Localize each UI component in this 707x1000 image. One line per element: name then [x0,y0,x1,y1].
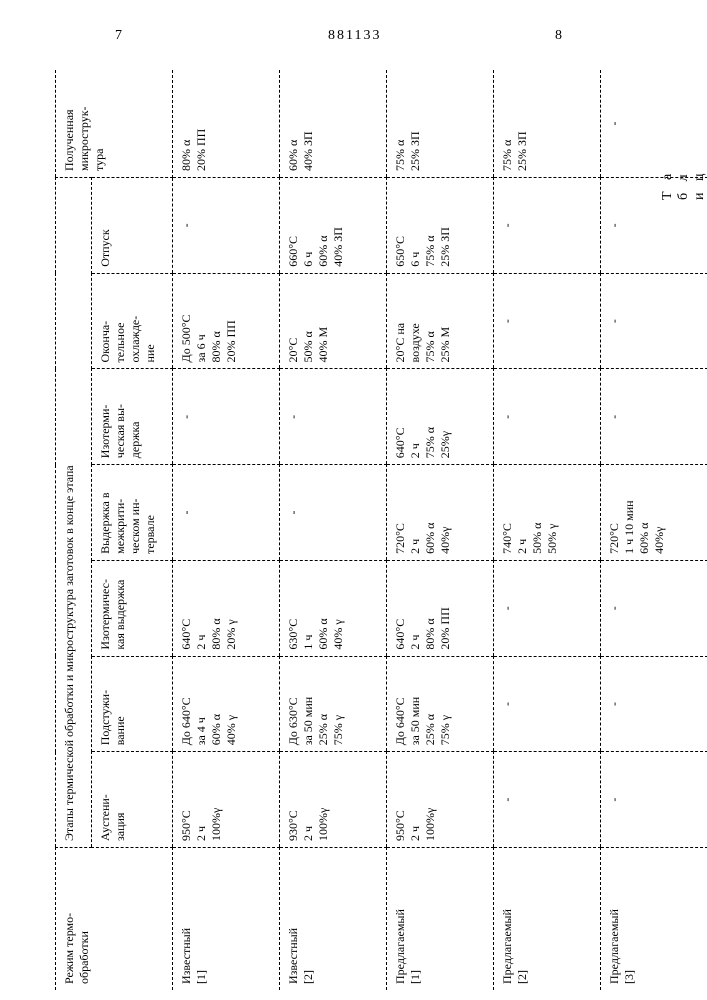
cell: - [601,273,707,369]
cell: - [173,465,280,561]
cell: 720°С1 ч 10 мин60% α40%γ [601,465,707,561]
cell: 75% α25% ЗП [387,70,494,178]
col-header-cool1: Подстужи-вание [92,656,173,752]
cell: 60% α40% ЗП [280,70,387,178]
cell: 640°С2 ч80% α20% ПП [387,560,494,656]
page-number-left: 7 [115,28,122,44]
cell: До 630°Сза 50 мин25% α75% γ [280,656,387,752]
cell: - [280,369,387,465]
cell: - [280,465,387,561]
cell: 80% α20% ПП [173,70,280,178]
table-row: Предлагаемый[1] 950°С2 ч100%γ До 640°Сза… [387,70,494,990]
table-row: Известный[2] 930°С2 ч100%γ До 630°Сза 50… [280,70,387,990]
cell: - [494,560,601,656]
table-row: Известный[1] 950°С2 ч100%γ До 640°Сза 4 … [173,70,280,990]
cell: До 500°Сза 6 ч80% α20% ПП [173,273,280,369]
col-header-mode: Режим термо-обработки [56,848,173,991]
cell: - [601,70,707,178]
col-header-austen: Аустени-зация [92,752,173,848]
cell: 640°С2 ч80% α20% γ [173,560,280,656]
cell-label: Предлагаемый[1] [387,848,494,991]
table-row: Предлагаемый[2] - - - 740°С2 ч50% α50% γ… [494,70,601,990]
cell: 650°С6 ч75% α25% ЗП [387,178,494,274]
cell: - [601,178,707,274]
cell: 930°С2 ч100%γ [280,752,387,848]
cell: 20°С50% α40% М [280,273,387,369]
cell-label: Известный[1] [173,848,280,991]
cell: - [601,656,707,752]
col-header-iso2: Изотерми-ческая вы-держка [92,369,173,465]
cell: 630°С1 ч60% α40% γ [280,560,387,656]
table-body: Известный[1] 950°С2 ч100%γ До 640°Сза 4 … [173,70,707,990]
cell-label: Предлагаемый[3] [601,848,707,991]
cell: - [494,273,601,369]
document-number: 881133 [328,28,381,44]
cell: До 640°Сза 4 ч60% α40% γ [173,656,280,752]
col-header-result: Полученнаямикрострук-тура [56,70,173,178]
col-header-group: Этапы термической обработки и микрострук… [56,178,92,848]
cell: До 640°Сза 50 мин25% α75% γ [387,656,494,752]
cell: - [601,752,707,848]
cell: - [173,369,280,465]
page-number-right: 8 [555,28,562,44]
table-wrapper: Режим термо-обработки Этапы термической … [55,70,707,990]
cell: 640°С2 ч75% α25%γ [387,369,494,465]
cell-label: Предлагаемый[2] [494,848,601,991]
col-header-temper: Отпуск [92,178,173,274]
col-header-iso1: Изотермичес-кая выдержка [92,560,173,656]
cell: - [601,369,707,465]
cell: - [173,178,280,274]
cell-label: Известный[2] [280,848,387,991]
cell: 75% α25% ЗП [494,70,601,178]
cell: - [494,656,601,752]
col-header-final: Оконча-тельноеохлажде-ние [92,273,173,369]
cell: 20°С навоздухе75% α25% М [387,273,494,369]
table-row: Предлагаемый[3] - - - 720°С1 ч 10 мин60%… [601,70,707,990]
cell: - [601,560,707,656]
data-table: Режим термо-обработки Этапы термической … [55,70,707,990]
cell: 660°С6 ч60% α40% ЗП [280,178,387,274]
col-header-inter: Выдержка вмежкрити-ческом ин-тервале [92,465,173,561]
cell: - [494,752,601,848]
cell: 720°С2 ч60% α40%γ [387,465,494,561]
cell: 950°С2 ч100%γ [173,752,280,848]
cell: - [494,178,601,274]
cell: - [494,369,601,465]
cell: 950°С2 ч100%γ [387,752,494,848]
page: 7 881133 8 Т а б л и ц а 1 Режим термо-о… [0,0,707,1000]
cell: 740°С2 ч50% α50% γ [494,465,601,561]
